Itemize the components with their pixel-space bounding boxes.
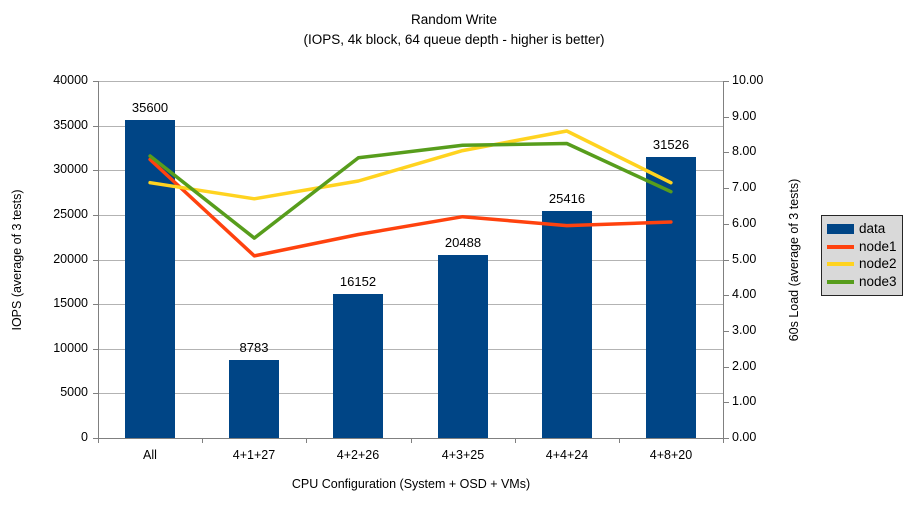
gridline <box>98 349 723 350</box>
right-axis-title: 60s Load (average of 3 tests) <box>787 178 801 342</box>
left-axis-tick-label: 0 <box>81 430 88 444</box>
gridline <box>98 215 723 216</box>
x-axis-tick <box>98 439 99 443</box>
bar-value-label: 31526 <box>652 137 690 152</box>
left-axis-tick <box>93 393 98 394</box>
left-axis-tick-label: 35000 <box>53 118 88 132</box>
right-axis-tick-label: 4.00 <box>732 287 757 301</box>
legend-item-data: data <box>827 220 897 236</box>
x-axis-tick <box>515 439 516 443</box>
bar-4+3+25 <box>438 255 488 438</box>
right-axis-tick-label: 5.00 <box>732 252 757 266</box>
legend-swatch-node3 <box>827 280 854 285</box>
legend-label: node3 <box>859 274 897 290</box>
legend-swatch-node2 <box>827 262 854 267</box>
right-axis-tick-label: 8.00 <box>732 144 757 158</box>
bar-4+1+27 <box>229 360 279 438</box>
gridline <box>98 260 723 261</box>
x-category-label: 4+4+24 <box>545 448 589 462</box>
bar-value-label: 20488 <box>444 235 482 250</box>
right-axis-tick-label: 3.00 <box>732 323 757 337</box>
x-category-label: 4+1+27 <box>232 448 276 462</box>
gridline <box>98 126 723 127</box>
right-axis-tick <box>723 81 729 82</box>
right-axis-tick <box>723 331 729 332</box>
gridline <box>98 304 723 305</box>
line-node2 <box>148 129 673 201</box>
left-axis-line <box>98 81 99 439</box>
legend-item-node3: node3 <box>827 275 897 289</box>
left-axis-tick-label: 20000 <box>53 252 88 266</box>
gridline <box>98 81 723 82</box>
left-axis-tick <box>93 126 98 127</box>
left-axis-tick <box>93 215 98 216</box>
bar-4+8+20 <box>646 157 696 438</box>
legend-item-node1: node1 <box>827 238 897 254</box>
right-axis-tick <box>723 152 729 153</box>
left-axis-tick <box>93 304 98 305</box>
x-axis-tick <box>202 439 203 443</box>
right-axis-tick-label: 1.00 <box>732 394 757 408</box>
x-axis-line <box>98 438 724 439</box>
chart-title: Random Write <box>410 12 498 27</box>
right-axis-tick <box>723 367 729 368</box>
legend-swatch-data <box>827 223 854 234</box>
x-category-label: 4+8+20 <box>649 448 693 462</box>
right-axis-tick <box>723 224 729 225</box>
x-axis-tick <box>306 439 307 443</box>
bar-4+4+24 <box>542 211 592 438</box>
x-axis-title: CPU Configuration (System + OSD + VMs) <box>291 477 531 491</box>
x-axis-tick <box>619 439 620 443</box>
bar-value-label: 8783 <box>239 340 269 355</box>
right-axis-tick-label: 0.00 <box>732 430 757 444</box>
gridline <box>98 170 723 171</box>
right-axis-tick-label: 10.00 <box>732 73 764 87</box>
right-axis-tick <box>723 188 729 189</box>
bar-value-label: 35600 <box>131 100 169 115</box>
right-axis-tick <box>723 260 729 261</box>
left-axis-tick-label: 10000 <box>53 341 88 355</box>
legend-item-node2: node2 <box>827 257 897 271</box>
left-axis-title: IOPS (average of 3 tests) <box>10 189 24 331</box>
x-category-label: All <box>143 448 157 462</box>
legend-label: node2 <box>859 256 897 272</box>
legend-label: data <box>859 220 886 236</box>
left-axis-tick-label: 25000 <box>53 207 88 221</box>
chart-subtitle: (IOPS, 4k block, 64 queue depth - higher… <box>303 32 605 47</box>
bar-All <box>125 120 175 438</box>
right-axis-line <box>723 81 724 439</box>
chart-title-block: Random Write (IOPS, 4k block, 64 queue d… <box>0 10 908 50</box>
x-category-label: 4+3+25 <box>441 448 485 462</box>
right-axis-tick <box>723 117 729 118</box>
right-axis-tick-label: 7.00 <box>732 180 757 194</box>
legend-swatch-node1 <box>827 244 854 249</box>
plot-area: 0 5000 10000 15000 20000 25000 30000 35000 40000… <box>53 73 763 462</box>
bar-value-label: 25416 <box>548 191 586 206</box>
right-axis-tick <box>723 438 729 439</box>
legend: data node1 node2 node3 <box>821 215 903 296</box>
left-axis-tick-label: 30000 <box>53 162 88 176</box>
left-axis-tick <box>93 81 98 82</box>
bar-4+2+26 <box>333 294 383 438</box>
left-axis-tick <box>93 438 98 439</box>
left-axis-tick-label: 5000 <box>60 385 88 399</box>
gridline <box>98 393 723 394</box>
right-axis-tick-label: 6.00 <box>732 216 757 230</box>
left-axis-tick <box>93 349 98 350</box>
bar-value-label: 16152 <box>339 274 377 289</box>
left-axis-tick <box>93 170 98 171</box>
right-axis-tick-label: 2.00 <box>732 359 757 373</box>
left-axis-tick <box>93 260 98 261</box>
line-node1 <box>148 157 673 258</box>
right-axis-tick-label: 9.00 <box>732 109 757 123</box>
right-axis-tick <box>723 402 729 403</box>
left-axis-tick-label: 40000 <box>53 73 88 87</box>
x-axis-tick <box>411 439 412 443</box>
x-axis-tick <box>723 439 724 443</box>
left-axis-tick-label: 15000 <box>53 296 88 310</box>
x-category-label: 4+2+26 <box>336 448 380 462</box>
legend-label: node1 <box>859 238 897 254</box>
right-axis-tick <box>723 295 729 296</box>
